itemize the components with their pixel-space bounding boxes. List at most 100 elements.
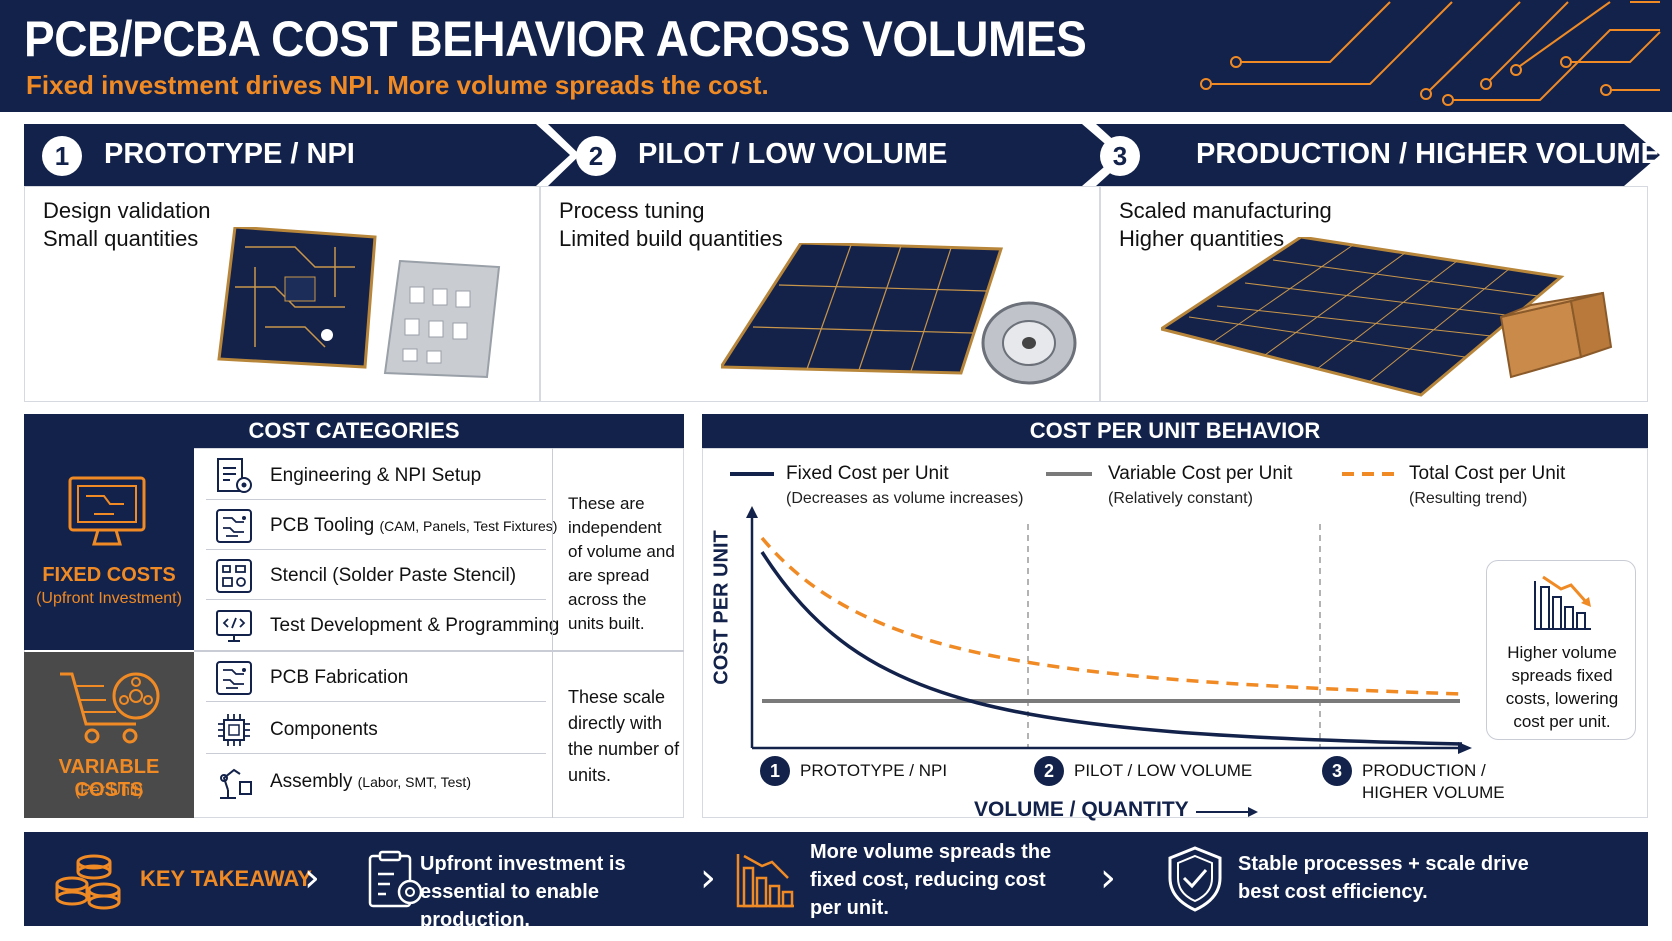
stage-number-badge: 1 — [42, 136, 82, 176]
stage-number-badge: 3 — [1100, 136, 1140, 176]
takeaway-text-1: Upfront investment is essential to enabl… — [420, 853, 626, 931]
total-cost-curve — [760, 536, 1463, 696]
stage-banner-production: 3 PRODUCTION / HIGHER VOLUME — [1100, 124, 1660, 186]
variable-costs-note: These scale directly with the number of … — [568, 687, 680, 785]
page-subtitle: Fixed investment drives NPI. More volume… — [26, 70, 769, 100]
stage-description: Scaled manufacturing Higher quantities — [1119, 197, 1332, 253]
cost-item-label: Test Development & Programming — [270, 615, 560, 636]
stage-number-badge: 1 — [760, 756, 790, 786]
chevron-right-icon: › — [700, 855, 716, 901]
cost-item-label: Assembly (Labor, SMT, Test) — [270, 771, 471, 793]
stage-card-prototype: Design validation Small quantities — [24, 186, 540, 402]
x-axis-label: VOLUME / QUANTITY — [974, 798, 1189, 821]
cost-item-engineering: Engineering & NPI Setup — [206, 452, 546, 500]
production-panel-image — [1161, 237, 1613, 397]
chart-stage-mark-1: 1 PROTOTYPE / NPI — [760, 756, 947, 786]
header-banner — [0, 0, 1672, 112]
document-gear-icon — [217, 457, 252, 493]
pilot-panel-image — [721, 243, 1077, 385]
legend-variable-name: Variable Cost per Unit — [1108, 463, 1293, 484]
circuit-board-icon — [216, 660, 252, 695]
stencil-icon — [216, 558, 252, 593]
takeaway-text-2: More volume spreads the fixed cost, redu… — [810, 841, 1052, 919]
cost-item-test-dev: Test Development & Programming — [206, 602, 559, 650]
callout-text: Higher volume spreads fixed costs, lower… — [1505, 643, 1619, 731]
legend-total-sub: (Resulting trend) — [1409, 490, 1528, 507]
divider — [552, 448, 553, 650]
cost-item-label: Engineering & NPI Setup — [270, 464, 482, 486]
fixed-costs-label: FIXED COSTS — [42, 564, 176, 586]
chart-stage-mark-3: 3 PRODUCTION / HIGHER VOLUME — [1322, 756, 1505, 804]
stage-number-badge: 2 — [576, 136, 616, 176]
cost-per-unit-chart — [746, 506, 1472, 754]
stage-description: Design validation Small quantities — [43, 197, 211, 253]
bar-chart-down-icon — [736, 854, 794, 908]
cost-item-stencil: Stencil (Solder Paste Stencil) — [206, 552, 546, 600]
stage-dividers — [1027, 524, 1321, 748]
stage-number-badge: 3 — [1322, 756, 1352, 786]
cost-categories-heading: COST CATEGORIES — [24, 414, 684, 448]
stage-description: Process tuning Limited build quantities — [559, 197, 783, 253]
stage-desc-line: Limited build quantities — [559, 226, 783, 251]
cost-item-label: PCB Tooling (CAM, Panels, Test Fixtures) — [270, 515, 557, 537]
y-axis-label: COST PER UNIT — [710, 530, 733, 685]
shield-check-icon — [1168, 846, 1222, 912]
stage-banner-arrows — [24, 124, 1660, 186]
bar-chart-down-icon — [1534, 575, 1591, 630]
stage-card-production: Scaled manufacturing Higher quantities — [1100, 186, 1648, 402]
fixed-cost-curve — [760, 551, 1463, 746]
takeaway-text-3: Stable processes + scale drive best cost… — [1238, 853, 1529, 903]
stage-desc-line: Small quantities — [43, 226, 199, 251]
stage-banner-pilot: 2 PILOT / LOW VOLUME — [556, 124, 1076, 186]
prototype-pcb-image — [217, 227, 501, 379]
stage-card-pilot: Process tuning Limited build quantities — [540, 186, 1100, 402]
legend-fixed-sub: (Decreases as volume increases) — [786, 490, 1024, 507]
y-axis-arrow — [746, 506, 758, 518]
legend-variable-sub: (Relatively constant) — [1108, 490, 1253, 507]
cost-item-pcb-fab: PCB Fabrication — [206, 654, 546, 702]
cost-item-label: Stencil (Solder Paste Stencil) — [270, 564, 517, 586]
cost-item-main: PCB Tooling — [270, 514, 375, 536]
stage-title: PROTOTYPE / NPI — [104, 138, 355, 170]
chart-stage-mark-2: 2 PILOT / LOW VOLUME — [1034, 756, 1252, 786]
clipboard-gear-icon — [368, 850, 423, 908]
variable-costs-sublabel: (Per Unit) — [74, 782, 144, 799]
stage-desc-line: Higher quantities — [1119, 226, 1285, 251]
cost-per-unit-heading: COST PER UNIT BEHAVIOR — [702, 414, 1648, 448]
code-monitor-icon — [216, 610, 252, 642]
cost-item-label: Components — [270, 718, 378, 740]
cost-item-assembly: Assembly (Labor, SMT, Test) — [206, 758, 546, 806]
stage-desc-line: Scaled manufacturing — [1119, 198, 1332, 223]
stage-desc-line: Process tuning — [559, 198, 705, 223]
coins-icon — [55, 854, 121, 910]
variable-costs-block: VARIABLE COSTS (Per Unit) — [24, 652, 194, 818]
chevron-right-icon: › — [304, 855, 320, 901]
cost-item-tooling: PCB Tooling (CAM, Panels, Test Fixtures) — [206, 502, 557, 550]
stage-desc-line: Design validation — [43, 198, 211, 223]
divider — [552, 652, 553, 818]
stage-mark-label: PROTOTYPE / NPI — [800, 761, 948, 780]
key-takeaway-label: KEY TAKEAWAY — [140, 866, 312, 891]
chip-icon — [218, 713, 250, 746]
cost-item-main: Assembly — [270, 771, 353, 792]
stage-mark-label: PILOT / LOW VOLUME — [1074, 761, 1253, 780]
robot-arm-icon — [220, 768, 252, 799]
key-takeaway-bar: KEY TAKEAWAY › Upfront investment is ess… — [24, 832, 1648, 931]
chevron-right-icon: › — [1100, 855, 1116, 901]
stage-banner-prototype: 1 PROTOTYPE / NPI — [24, 124, 544, 186]
cost-item-detail: (CAM, Panels, Test Fixtures) — [379, 517, 558, 534]
stage-title: PILOT / LOW VOLUME — [638, 138, 948, 170]
variable-costs-label: VARIABLE COSTS — [58, 756, 160, 801]
callout-box: Higher volume spreads fixed costs, lower… — [1486, 560, 1636, 740]
fixed-costs-block: FIXED COSTS (Upfront Investment) — [24, 448, 194, 650]
cost-item-detail: (Labor, SMT, Test) — [357, 774, 471, 790]
legend-fixed-name: Fixed Cost per Unit — [786, 463, 949, 484]
stage-mark-label: PRODUCTION / HIGHER VOLUME — [1362, 761, 1505, 802]
circuit-board-icon — [216, 508, 252, 543]
fixed-costs-sublabel: (Upfront Investment) — [36, 590, 182, 607]
cost-item-components: Components — [206, 706, 546, 754]
legend-total-name: Total Cost per Unit — [1409, 463, 1566, 484]
cart-reel-icon — [60, 672, 160, 744]
fixed-costs-note: These are independent of volume and are … — [568, 494, 675, 633]
stage-title: PRODUCTION / HIGHER VOLUME — [1196, 138, 1661, 170]
